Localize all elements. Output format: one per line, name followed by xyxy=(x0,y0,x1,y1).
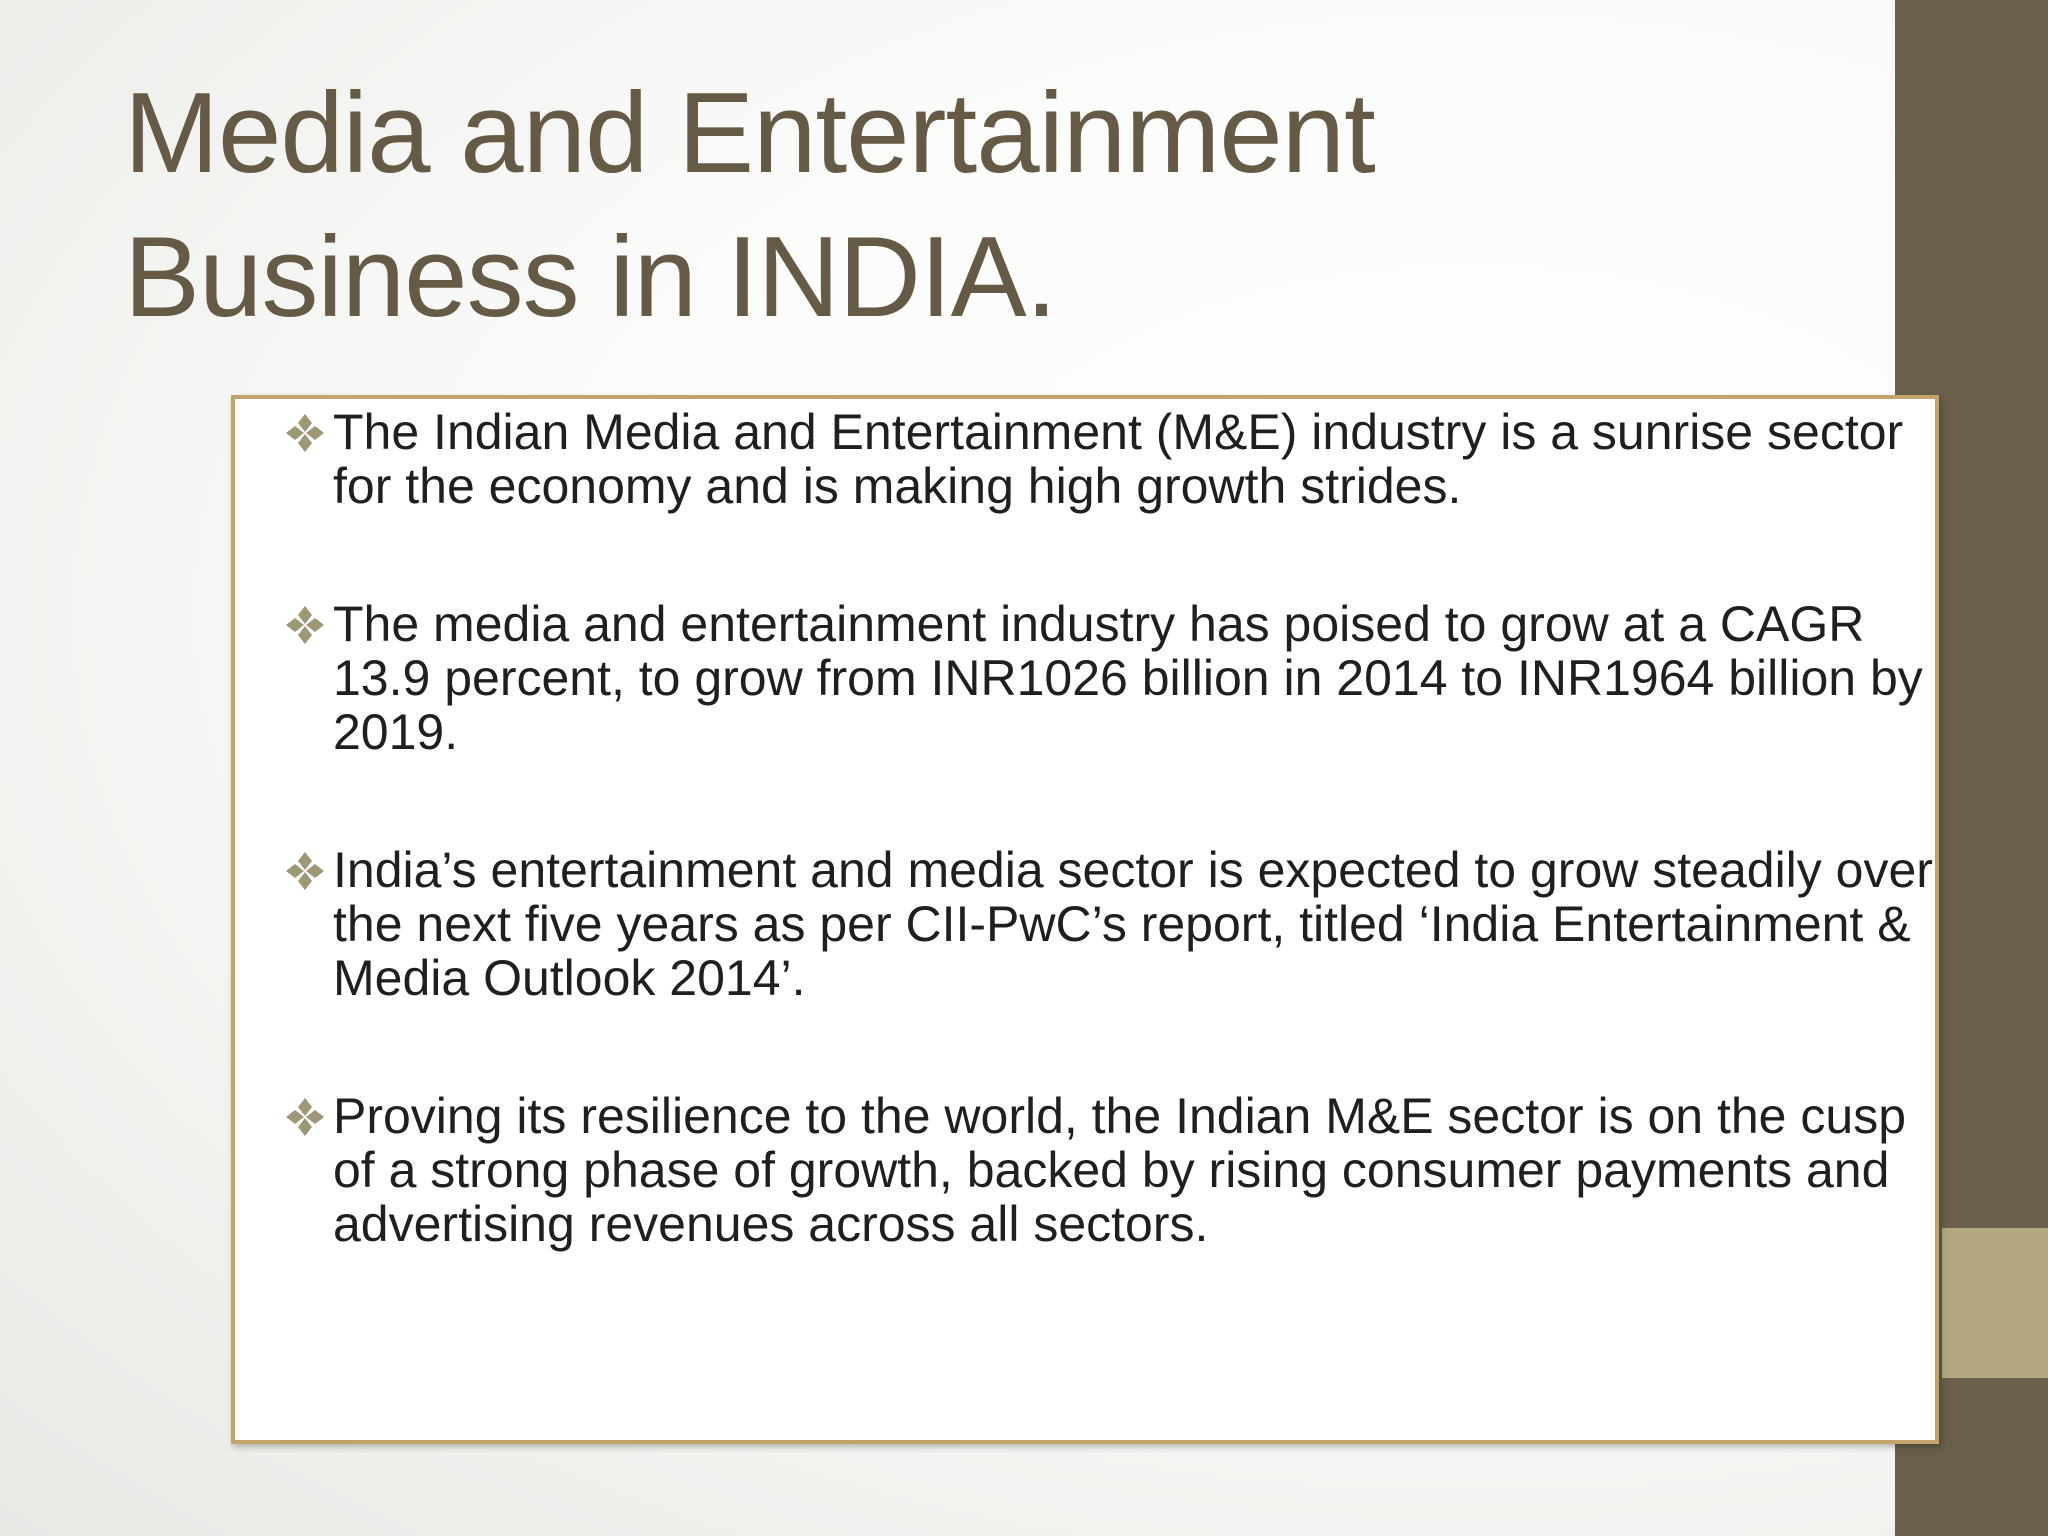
slide-title: Media and Entertainment Business in INDI… xyxy=(124,62,1824,350)
bullet-text: The Indian Media and Entertainment (M&E)… xyxy=(333,404,1904,514)
bullet-item: The Indian Media and Entertainment (M&E)… xyxy=(283,405,1943,513)
bullet-item: Proving its resilience to the world, the… xyxy=(283,1089,1943,1251)
bullet-list: The Indian Media and Entertainment (M&E)… xyxy=(283,405,1943,1335)
bullet-text: India’s entertainment and media sector i… xyxy=(333,842,1933,1006)
slide-title-line-1: Media and Entertainment xyxy=(124,70,1376,197)
slide-title-line-2: Business in INDIA. xyxy=(124,214,1057,341)
diamond-bullet-icon xyxy=(286,414,324,452)
diamond-bullet-icon xyxy=(286,1098,324,1136)
bullet-item: The media and entertainment industry has… xyxy=(283,597,1943,759)
diamond-bullet-icon xyxy=(286,852,324,890)
side-decor-accent xyxy=(1942,1228,2048,1378)
bullet-text: Proving its resilience to the world, the… xyxy=(333,1088,1906,1252)
bullet-item: India’s entertainment and media sector i… xyxy=(283,843,1943,1005)
content-box: The Indian Media and Entertainment (M&E)… xyxy=(231,395,1939,1444)
diamond-bullet-icon xyxy=(286,606,324,644)
bullet-text: The media and entertainment industry has… xyxy=(333,596,1923,760)
